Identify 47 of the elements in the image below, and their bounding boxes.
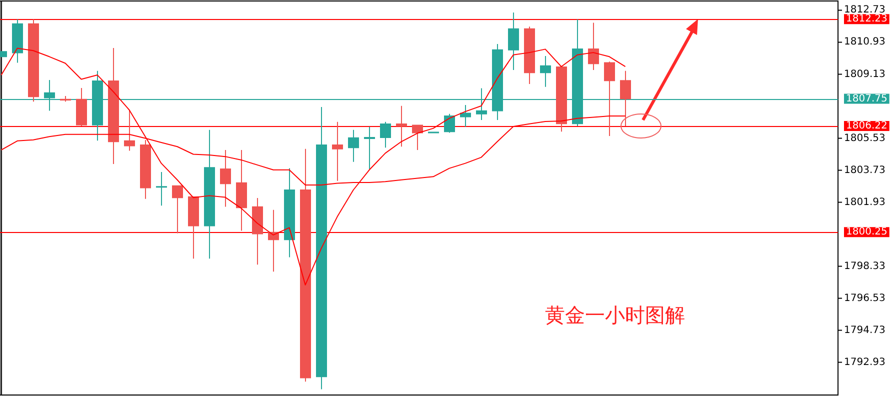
candlestick [348, 129, 359, 162]
candlestick [108, 47, 119, 165]
candlestick [140, 140, 151, 200]
candlestick [236, 149, 247, 232]
candlestick [396, 105, 407, 148]
candlestick [60, 95, 71, 102]
ref-line-label: 1807.75 [846, 93, 888, 104]
ref-line-label: 1800.25 [846, 226, 888, 238]
candlestick [316, 106, 327, 390]
candlestick [300, 148, 311, 382]
y-tick-label: 1810.93 [844, 36, 886, 48]
candlestick [220, 149, 231, 208]
ref-line-label: 1806.22 [846, 120, 888, 132]
candlestick [172, 185, 183, 234]
candlestick [556, 66, 567, 132]
candlestick [588, 22, 599, 70]
annotation: 黄金一小时图解 [545, 303, 685, 327]
candlestick [12, 18, 23, 64]
y-tick-label: 1794.73 [844, 324, 886, 336]
candlestick [252, 198, 263, 266]
candlestick [620, 70, 631, 126]
candlestick [268, 209, 279, 272]
candlestick [188, 196, 199, 260]
candlestick [204, 129, 215, 260]
candlestick [124, 109, 135, 152]
candlestick [76, 87, 87, 126]
candlestick [364, 126, 375, 170]
candlestick [412, 124, 423, 150]
y-tick-label: 1798.33 [844, 260, 886, 272]
y-tick-label: 1801.93 [844, 196, 886, 208]
y-tick-label: 1803.73 [844, 164, 886, 176]
y-tick-label: 1805.53 [844, 132, 886, 144]
candlestick [444, 113, 455, 134]
candlestick [156, 172, 167, 206]
y-tick-label: 1796.53 [844, 292, 886, 304]
candlestick [332, 121, 343, 182]
candlestick [380, 121, 391, 148]
candlestick [460, 104, 471, 128]
candlestick [524, 26, 535, 85]
ref-line-label: 1812.23 [846, 14, 888, 25]
candlestick [284, 168, 295, 258]
y-tick-label: 1809.13 [844, 68, 886, 80]
candlestick [540, 55, 551, 88]
candlestick [508, 12, 519, 70]
candlestick [28, 18, 39, 102]
y-tick-label: 1792.93 [844, 356, 886, 368]
candlestick [604, 61, 615, 136]
